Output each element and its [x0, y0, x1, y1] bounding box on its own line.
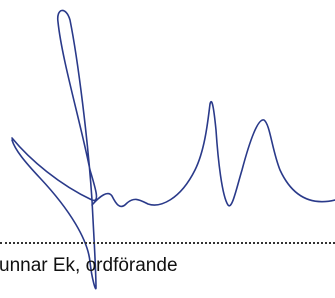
signature-caption: unnar Ek, ordförande — [0, 255, 178, 277]
signature — [0, 0, 335, 298]
dotted-line — [0, 242, 335, 244]
document: unnar Ek, ordförande — [0, 0, 335, 298]
signature-stroke — [12, 10, 335, 288]
